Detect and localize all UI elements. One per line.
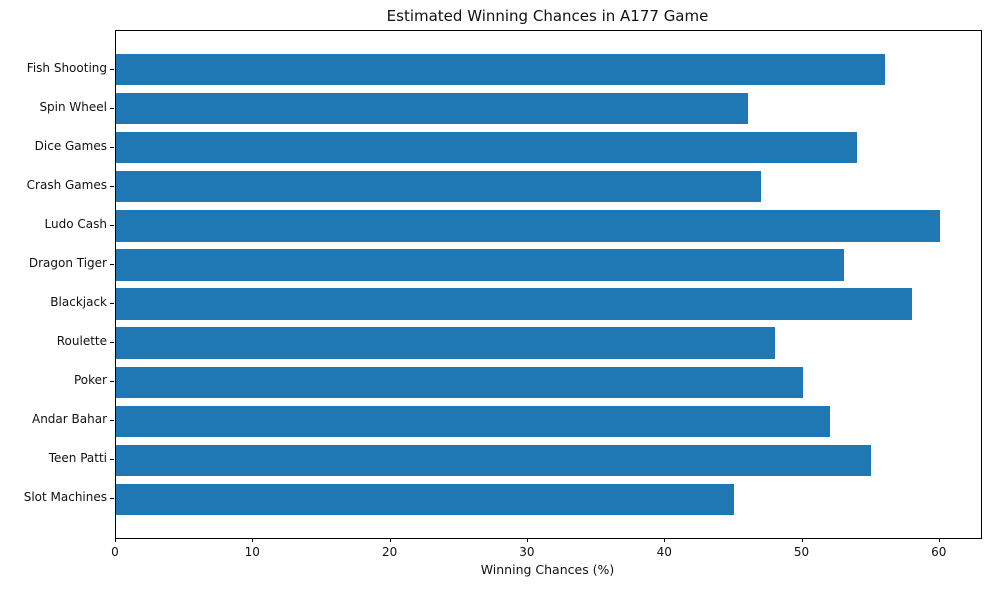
y-tick-mark: [110, 303, 114, 305]
x-tick-mark: [938, 538, 940, 542]
y-tick-mark: [110, 342, 114, 344]
y-tick-mark: [110, 185, 114, 187]
y-tick-label: Ludo Cash: [44, 216, 107, 231]
x-tick-mark: [252, 538, 254, 542]
x-tick-mark: [526, 538, 528, 542]
y-tick-mark: [110, 107, 114, 109]
x-tick-label: 0: [111, 545, 119, 559]
bar-dice-games: [116, 132, 858, 164]
y-tick-label: Poker: [74, 373, 107, 388]
bar-roulette: [116, 327, 776, 359]
y-tick-label: Dice Games: [34, 138, 107, 153]
x-tick-label: 60: [931, 545, 947, 559]
x-tick-label: 40: [656, 545, 672, 559]
bar-blackjack: [116, 288, 913, 320]
bar-slot-machines: [116, 483, 734, 515]
y-tick-label: Slot Machines: [23, 490, 107, 505]
y-tick-label: Crash Games: [26, 177, 107, 192]
bar-spin-wheel: [116, 93, 748, 125]
x-axis-label: Winning Chances (%): [480, 562, 615, 577]
x-tick-label: 50: [793, 545, 810, 559]
x-tick-label: 30: [519, 545, 535, 559]
y-tick-mark: [110, 459, 114, 461]
bar-ludo-cash: [116, 210, 940, 242]
bar-teen-patti: [116, 444, 872, 476]
y-tick-label: Blackjack: [50, 295, 107, 310]
y-tick-mark: [110, 381, 114, 383]
plot-area: [115, 30, 982, 539]
y-tick-mark: [110, 146, 114, 148]
y-tick-mark: [110, 224, 114, 226]
x-tick-mark: [115, 538, 116, 542]
bar-poker: [116, 366, 803, 398]
y-tick-mark: [110, 498, 114, 500]
y-tick-mark: [110, 420, 114, 422]
bar-crash-games: [116, 171, 762, 203]
x-tick-mark: [664, 538, 666, 542]
y-tick-label: Teen Patti: [48, 451, 107, 466]
bar-andar-bahar: [116, 405, 830, 437]
x-tick-label: 10: [244, 545, 260, 559]
y-tick-label: Fish Shooting: [26, 60, 107, 75]
y-tick-label: Andar Bahar: [31, 412, 107, 427]
y-tick-label: Roulette: [56, 334, 107, 349]
x-tick-label: 20: [381, 545, 398, 559]
bar-dragon-tiger: [116, 249, 844, 281]
y-tick-mark: [110, 263, 114, 265]
x-tick-mark: [801, 538, 803, 542]
x-tick-mark: [389, 538, 391, 542]
chart-title: Estimated Winning Chances in A177 Game: [386, 7, 709, 25]
y-tick-label: Dragon Tiger: [28, 255, 107, 270]
y-tick-label: Spin Wheel: [39, 99, 107, 114]
bar-fish-shooting: [116, 54, 885, 86]
y-tick-mark: [110, 68, 114, 70]
